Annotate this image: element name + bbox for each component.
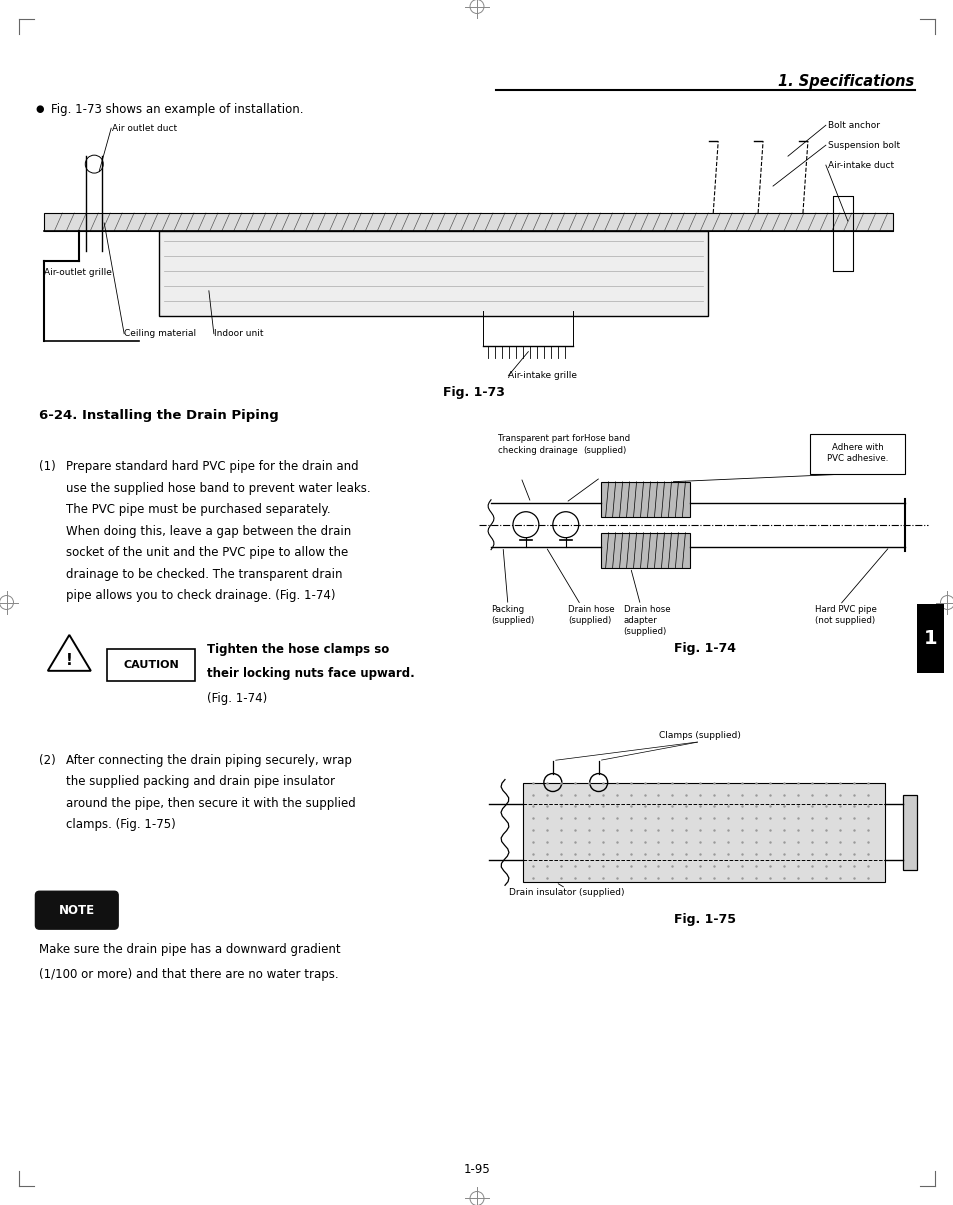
Bar — [600, 482, 690, 517]
Text: Hard PVC pipe
(not supplied): Hard PVC pipe (not supplied) — [814, 605, 876, 625]
Text: Prepare standard hard PVC pipe for the drain and: Prepare standard hard PVC pipe for the d… — [67, 460, 358, 474]
Text: socket of the unit and the PVC pipe to allow the: socket of the unit and the PVC pipe to a… — [67, 546, 348, 559]
Text: pipe allows you to check drainage. (Fig. 1-74): pipe allows you to check drainage. (Fig.… — [67, 589, 335, 602]
Text: After connecting the drain piping securely, wrap: After connecting the drain piping secure… — [67, 753, 352, 766]
Text: 1: 1 — [923, 629, 937, 648]
Text: Hose band
(supplied): Hose band (supplied) — [583, 435, 629, 454]
Text: Drain hose
adapter
(supplied): Drain hose adapter (supplied) — [623, 605, 670, 636]
Bar — [916, 604, 943, 674]
Text: 1. Specifications: 1. Specifications — [778, 75, 914, 89]
Text: the supplied packing and drain pipe insulator: the supplied packing and drain pipe insu… — [67, 775, 335, 788]
Text: Drain insulator (supplied): Drain insulator (supplied) — [509, 888, 624, 898]
Text: Suspension bolt: Suspension bolt — [827, 141, 899, 149]
Text: Adhere with
PVC adhesive.: Adhere with PVC adhesive. — [826, 443, 887, 464]
Text: Make sure the drain pipe has a downward gradient: Make sure the drain pipe has a downward … — [39, 944, 340, 956]
Text: 1-95: 1-95 — [463, 1163, 490, 1176]
Text: clamps. (Fig. 1-75): clamps. (Fig. 1-75) — [67, 818, 176, 831]
Polygon shape — [48, 635, 91, 671]
Text: Fig. 1-73 shows an example of installation.: Fig. 1-73 shows an example of installati… — [51, 102, 304, 116]
Text: drainage to be checked. The transparent drain: drainage to be checked. The transparent … — [67, 568, 342, 581]
Text: The PVC pipe must be purchased separately.: The PVC pipe must be purchased separatel… — [67, 504, 331, 516]
Text: around the pipe, then secure it with the supplied: around the pipe, then secure it with the… — [67, 797, 355, 810]
Bar — [107, 648, 194, 681]
Text: Air-outlet grille: Air-outlet grille — [45, 269, 112, 277]
Text: Packing
(supplied): Packing (supplied) — [491, 605, 534, 625]
Text: Indoor unit: Indoor unit — [213, 329, 263, 339]
Bar — [809, 435, 903, 475]
Text: Air outlet duct: Air outlet duct — [112, 124, 177, 133]
Text: Air-intake grille: Air-intake grille — [508, 371, 577, 380]
Text: Ceiling material: Ceiling material — [124, 329, 196, 339]
Text: Fig. 1-74: Fig. 1-74 — [674, 642, 736, 654]
Text: (1): (1) — [39, 460, 56, 474]
Text: Bolt anchor: Bolt anchor — [827, 120, 879, 130]
Text: NOTE: NOTE — [59, 904, 94, 917]
Text: Fig. 1-75: Fig. 1-75 — [674, 913, 736, 927]
Text: Transparent part for
checking drainage: Transparent part for checking drainage — [497, 435, 583, 454]
Bar — [522, 782, 883, 882]
Bar — [600, 533, 690, 568]
Text: (Fig. 1-74): (Fig. 1-74) — [207, 692, 267, 705]
Text: Air-intake duct: Air-intake duct — [827, 160, 893, 170]
Text: !: ! — [66, 653, 72, 669]
Text: (1/100 or more) and that there are no water traps.: (1/100 or more) and that there are no wa… — [39, 968, 338, 981]
Text: Clamps (supplied): Clamps (supplied) — [659, 730, 740, 740]
Bar — [159, 231, 707, 316]
Text: When doing this, leave a gap between the drain: When doing this, leave a gap between the… — [67, 524, 352, 537]
FancyBboxPatch shape — [35, 892, 118, 929]
Text: Drain hose
(supplied): Drain hose (supplied) — [567, 605, 614, 625]
Text: Tighten the hose clamps so: Tighten the hose clamps so — [207, 643, 389, 656]
Text: Fig. 1-73: Fig. 1-73 — [442, 386, 504, 399]
Text: (2): (2) — [39, 753, 56, 766]
Text: their locking nuts face upward.: their locking nuts face upward. — [207, 668, 415, 681]
Bar — [902, 794, 916, 870]
Text: ●: ● — [35, 105, 44, 114]
Text: use the supplied hose band to prevent water leaks.: use the supplied hose band to prevent wa… — [67, 482, 371, 495]
Text: 6-24. Installing the Drain Piping: 6-24. Installing the Drain Piping — [39, 410, 279, 423]
Text: CAUTION: CAUTION — [123, 660, 179, 670]
Bar — [45, 213, 892, 231]
